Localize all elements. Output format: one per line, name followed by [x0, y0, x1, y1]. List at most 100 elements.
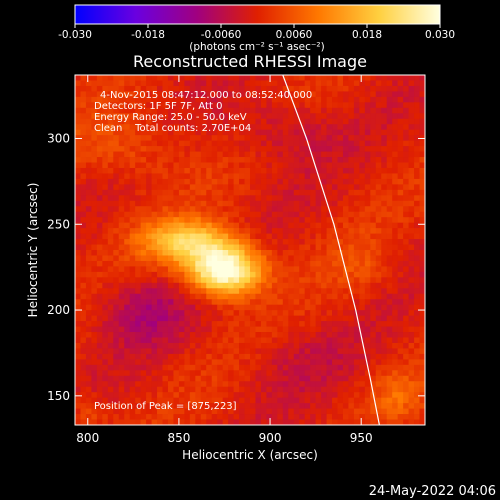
heatmap-cell	[140, 85, 147, 92]
heatmap-cell	[206, 157, 213, 163]
heatmap-cell	[288, 189, 295, 196]
heatmap-cell	[85, 178, 92, 185]
heatmap-cell	[85, 162, 92, 169]
heatmap-cell	[419, 239, 425, 245]
heatmap-cell	[337, 315, 344, 322]
heatmap-cell	[299, 211, 306, 218]
heatmap-cell	[255, 239, 262, 245]
heatmap-cell	[189, 282, 196, 289]
heatmap-cell	[386, 321, 393, 327]
heatmap-cell	[189, 293, 196, 300]
heatmap-cell	[315, 332, 322, 338]
heatmap-cell	[189, 184, 196, 191]
heatmap-cell	[113, 217, 120, 224]
heatmap-cell	[167, 85, 174, 92]
heatmap-cell	[414, 397, 420, 404]
heatmap-cell	[408, 233, 415, 240]
heatmap-cell	[211, 113, 218, 120]
heatmap-cell	[375, 91, 382, 98]
heatmap-cell	[348, 255, 355, 262]
heatmap-cell	[260, 217, 267, 224]
heatmap-cell	[271, 135, 278, 142]
heatmap-cell	[124, 397, 131, 404]
heatmap-cell	[364, 211, 371, 218]
heatmap-cell	[342, 135, 349, 142]
heatmap-cell	[375, 195, 382, 202]
heatmap-cell	[211, 96, 218, 103]
heatmap-cell	[178, 381, 185, 388]
heatmap-cell	[228, 381, 234, 388]
heatmap-cell	[91, 151, 98, 158]
heatmap-cell	[397, 397, 404, 404]
heatmap-cell	[419, 80, 425, 87]
heatmap-cell	[184, 129, 191, 136]
heatmap-cell	[211, 222, 218, 229]
heatmap-cell	[414, 244, 420, 251]
heatmap-cell	[151, 102, 158, 109]
heatmap-cell	[321, 239, 327, 245]
heatmap-cell	[157, 304, 163, 311]
heatmap-cell	[271, 118, 278, 125]
heatmap-cell	[282, 129, 289, 136]
heatmap-cell	[397, 239, 404, 245]
heatmap-cell	[151, 266, 158, 273]
heatmap-cell	[118, 206, 125, 213]
heatmap-cell	[239, 195, 245, 202]
heatmap-cell	[370, 233, 377, 240]
heatmap-cell	[85, 293, 92, 300]
heatmap-cell	[167, 135, 174, 142]
heatmap-cell	[135, 167, 142, 174]
heatmap-cell	[102, 167, 109, 174]
heatmap-cell	[107, 353, 114, 360]
heatmap-cell	[124, 162, 131, 169]
heatmap-cell	[342, 118, 349, 125]
heatmap-cell	[337, 266, 344, 273]
heatmap-cell	[386, 189, 393, 196]
heatmap-cell	[217, 184, 224, 191]
heatmap-cell	[118, 91, 125, 98]
heatmap-cell	[113, 288, 120, 295]
heatmap-cell	[381, 85, 388, 92]
heatmap-cell	[288, 233, 295, 240]
heatmap-cell	[75, 414, 81, 420]
heatmap-cell	[277, 375, 284, 382]
heatmap-cell	[271, 370, 278, 377]
heatmap-cell	[189, 118, 196, 125]
heatmap-cell	[107, 162, 114, 169]
heatmap-cell	[184, 140, 191, 147]
heatmap-cell	[386, 414, 393, 420]
heatmap-cell	[332, 342, 338, 349]
heatmap-cell	[211, 348, 218, 355]
heatmap-cell	[195, 85, 202, 92]
heatmap-cell	[364, 255, 371, 262]
heatmap-cell	[107, 217, 114, 224]
heatmap-cell	[189, 195, 196, 202]
heatmap-cell	[157, 288, 163, 295]
heatmap-cell	[135, 75, 142, 81]
heatmap-cell	[414, 408, 420, 415]
heatmap-cell	[326, 299, 333, 306]
heatmap-cell	[370, 304, 377, 311]
heatmap-cell	[342, 282, 349, 289]
heatmap-cell	[244, 178, 251, 185]
heatmap-cell	[353, 419, 360, 425]
heatmap-cell	[375, 151, 382, 158]
heatmap-cell	[359, 222, 366, 229]
heatmap-cell	[348, 184, 355, 191]
heatmap-cell	[386, 228, 393, 234]
heatmap-cell	[140, 200, 147, 207]
heatmap-cell	[304, 370, 311, 377]
heatmap-cell	[288, 184, 295, 191]
heatmap-cell	[250, 80, 256, 87]
heatmap-cell	[151, 244, 158, 251]
heatmap-cell	[392, 107, 399, 114]
heatmap-cell	[102, 304, 109, 311]
heatmap-cell	[244, 403, 251, 409]
heatmap-cell	[403, 364, 409, 371]
heatmap-cell	[266, 195, 273, 202]
heatmap-cell	[151, 91, 158, 98]
heatmap-cell	[178, 233, 185, 240]
heatmap-cell	[403, 244, 409, 251]
heatmap-cell	[244, 392, 251, 399]
heatmap-cell	[299, 359, 306, 366]
